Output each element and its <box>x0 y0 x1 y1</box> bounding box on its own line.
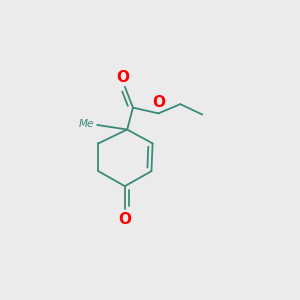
Text: Me: Me <box>79 119 94 129</box>
Text: O: O <box>118 212 131 226</box>
Text: O: O <box>116 70 129 85</box>
Text: O: O <box>152 95 165 110</box>
